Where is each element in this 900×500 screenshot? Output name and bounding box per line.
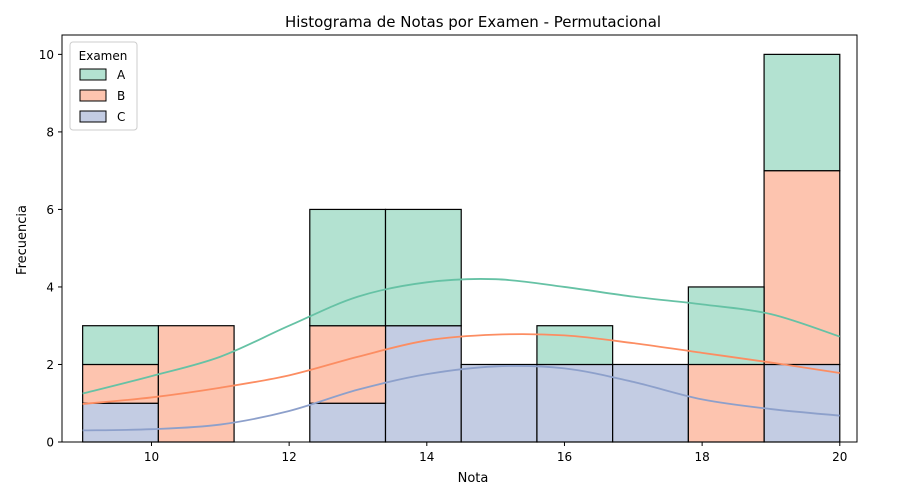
legend-swatch-c [79, 110, 107, 123]
x-tick-label-12: 12 [282, 450, 297, 464]
y-tick-label-8: 8 [46, 125, 54, 139]
bar-b-bin-1 [157, 325, 235, 443]
x-tick-label-16: 16 [557, 450, 572, 464]
bar-a-bin-9 [763, 53, 841, 172]
legend-swatch-a [79, 68, 107, 81]
bar-c-bin-0 [82, 402, 159, 443]
legend-box [69, 41, 138, 131]
bar-a-bin-0 [82, 325, 159, 366]
bar-a-bin-4 [384, 208, 462, 327]
bar-b-bin-9 [763, 170, 841, 366]
legend-label-c: C [117, 110, 125, 124]
y-axis-label: Frecuencia [15, 205, 30, 275]
x-tick-label-20: 20 [832, 450, 847, 464]
bar-c-bin-7 [612, 363, 689, 443]
x-axis-label: Nota [458, 471, 489, 486]
y-tick-label-2: 2 [46, 358, 54, 372]
bar-a-bin-6 [536, 325, 614, 366]
bar-c-bin-6 [536, 363, 614, 443]
chart-title: Histograma de Notas por Examen - Permuta… [285, 13, 661, 31]
y-tick-label-10: 10 [39, 48, 54, 62]
y-tick-label-0: 0 [46, 436, 54, 450]
kde-line-a [82, 278, 841, 395]
bar-c-bin-9 [763, 363, 841, 443]
kde-line-b [82, 333, 840, 405]
legend-label-b: B [117, 89, 125, 103]
legend-title: Examen [79, 49, 128, 63]
kde-line-c [82, 365, 840, 432]
plot-frame [61, 34, 858, 443]
legend-swatch-b [79, 89, 107, 102]
legend: Examen ABC [69, 41, 138, 131]
x-tick-label-14: 14 [419, 450, 434, 464]
bar-b-bin-3 [309, 325, 387, 404]
bar-c-bin-3 [309, 402, 387, 443]
x-tick-label-10: 10 [144, 450, 159, 464]
bar-a-bin-3 [309, 208, 387, 327]
legend-label-a: A [117, 68, 126, 82]
y-tick-label-6: 6 [46, 203, 54, 217]
bar-c-bin-5 [460, 363, 538, 443]
x-tick-label-18: 18 [694, 450, 709, 464]
y-tick-label-4: 4 [46, 280, 54, 294]
bar-a-bin-8 [687, 286, 765, 366]
bar-c-bin-4 [384, 325, 462, 443]
plot-area: 10 12 14 16 18 20 0 2 4 6 8 10 [39, 34, 858, 464]
